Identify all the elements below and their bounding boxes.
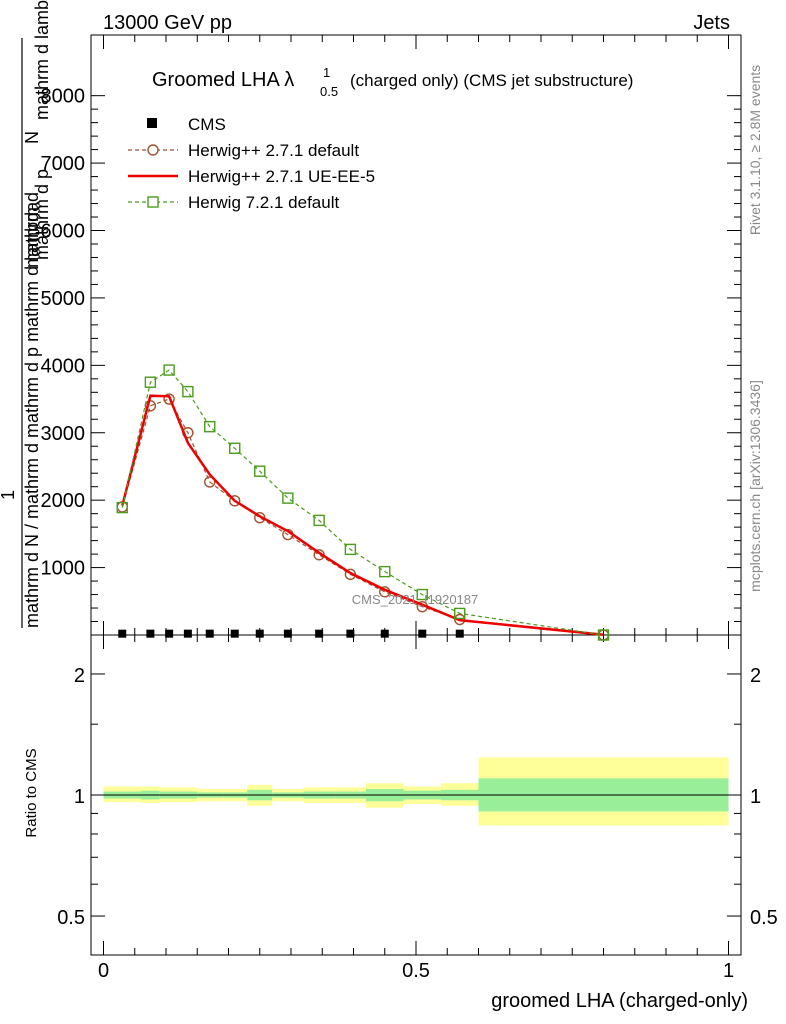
legend-marker-cms bbox=[147, 118, 157, 128]
main-axis-ticks: 1000 2000 3000 4000 5000 6000 7000 8000 bbox=[41, 35, 741, 635]
y-tick-label: 4000 bbox=[41, 355, 86, 377]
cms-data-point bbox=[255, 629, 264, 638]
x-tick-label: 0.5 bbox=[402, 960, 430, 982]
x-axis-label: groomed LHA (charged-only) bbox=[491, 990, 748, 1012]
cms-data-point bbox=[283, 629, 292, 638]
ylabel-num-e: mathrm d lambda bbox=[32, 0, 52, 120]
y-tick-label: 6000 bbox=[41, 221, 86, 243]
herwig7-default-point bbox=[454, 607, 466, 620]
legend: CMS Herwig++ 2.7.1 default Herwig++ 2.7.1 … bbox=[128, 115, 375, 212]
y-axis-label: mathrm d N mathrm d p mathrm d p mathrm … bbox=[0, 0, 52, 628]
herwig7-default-point bbox=[379, 565, 391, 578]
herwig7-default-point bbox=[116, 501, 128, 514]
legend-marker-circle bbox=[147, 144, 159, 156]
cms-data-point bbox=[315, 629, 324, 638]
ylabel-den-a: 1 bbox=[0, 490, 18, 500]
ylabel-num-b: N bbox=[22, 131, 42, 144]
herwig7-default-point bbox=[282, 492, 294, 504]
ratio-ylabel: Ratio to CMS bbox=[23, 748, 40, 837]
x-tick-label: 1 bbox=[723, 960, 734, 982]
legend-label: CMS bbox=[188, 115, 226, 134]
x-tick-label: 0 bbox=[98, 960, 109, 982]
herwig7-default-point bbox=[144, 376, 157, 388]
series-layer bbox=[116, 364, 610, 641]
ratio-axis-ticks: 0 0.5 1 0.5 0.5 1 1 2 2 bbox=[57, 635, 778, 982]
ratio-y-tick-label: 1 bbox=[74, 786, 85, 808]
cms-data-point bbox=[183, 629, 192, 638]
legend-label: Herwig++ 2.7.1 UE-EE-5 bbox=[188, 167, 375, 186]
herwig7-default-point bbox=[229, 442, 241, 454]
svg-text:Groomed LHA λ: Groomed LHA λ bbox=[152, 69, 294, 91]
herwig7-default-point bbox=[344, 543, 357, 556]
herwig7-default-point bbox=[254, 465, 266, 477]
ratio-bands bbox=[103, 757, 729, 826]
legend-label: Herwig 7.2.1 default bbox=[188, 193, 339, 212]
herwig7-default-point bbox=[204, 420, 216, 433]
y-tick-label: 3000 bbox=[41, 423, 86, 445]
cms-data-point bbox=[205, 629, 214, 638]
herwig-pp-default-point bbox=[204, 476, 216, 488]
ratio-y-tick-label-right: 1 bbox=[750, 786, 761, 808]
y-tick-label: 1000 bbox=[41, 558, 86, 580]
y-tick-label: 2000 bbox=[41, 490, 86, 512]
y-tick-label: 7000 bbox=[41, 153, 86, 175]
cms-data-point bbox=[418, 629, 427, 638]
ylabel-num-d: mathrm d p bbox=[32, 169, 52, 260]
cms-data-point bbox=[165, 629, 174, 638]
header-energy: 13000 GeV pp bbox=[103, 12, 232, 34]
series-line-herwig-7-2-1-default bbox=[121, 369, 604, 636]
watermark: CMS_2021_I1920187 bbox=[352, 592, 479, 607]
title-rest: (charged only) (CMS jet substructure) bbox=[350, 71, 633, 90]
rivet-label: Rivet 3.1.10, ≥ 2.8M events bbox=[747, 65, 763, 235]
y-tick-label: 8000 bbox=[41, 86, 86, 108]
title-main: Groomed LHA λ bbox=[152, 69, 294, 91]
cms-data-point bbox=[380, 629, 389, 638]
header-jets: Jets bbox=[693, 12, 730, 34]
cms-data-point bbox=[230, 629, 239, 638]
herwig7-default-point bbox=[163, 364, 175, 376]
herwig7-default-point bbox=[313, 514, 325, 527]
ratio-y-tick-label-right: 0.5 bbox=[750, 907, 778, 929]
y-tick-label: 5000 bbox=[41, 288, 86, 310]
legend-label: Herwig++ 2.7.1 default bbox=[188, 141, 359, 160]
series-line-herwig-2-7-1-ue-ee-5 bbox=[121, 394, 604, 636]
cms-data-point bbox=[346, 629, 355, 638]
ratio-y-tick-label-right: 2 bbox=[750, 665, 761, 687]
herwig7-default-point bbox=[182, 385, 194, 398]
plot-title: Groomed LHA λ 1 0.5 (charged only) (CMS … bbox=[152, 65, 633, 99]
mcplots-label: mcplots.cern.ch [arXiv:1306.3436] bbox=[747, 380, 763, 592]
ratio-y-tick-label: 0.5 bbox=[57, 907, 85, 929]
legend-marker-square bbox=[147, 196, 159, 208]
ylabel-den-c: mathrm d N / mathrm d mathrm d p mathrm … bbox=[22, 201, 42, 628]
herwig-pp-default-point bbox=[163, 393, 175, 405]
cms-data-point bbox=[146, 629, 155, 638]
title-sub: 0.5 bbox=[320, 84, 338, 99]
cms-data-point bbox=[118, 629, 127, 638]
herwig7-default-point bbox=[416, 588, 428, 601]
series-line-herwig-2-7-1-default bbox=[121, 398, 604, 636]
herwig7-default-point bbox=[597, 629, 610, 641]
ratio-y-tick-label: 2 bbox=[74, 665, 85, 687]
ylabel-num-a: mathrm d bbox=[22, 192, 42, 268]
cms-data-point bbox=[455, 629, 464, 638]
herwig-pp-default-point bbox=[229, 495, 241, 507]
title-sup: 1 bbox=[323, 65, 330, 80]
